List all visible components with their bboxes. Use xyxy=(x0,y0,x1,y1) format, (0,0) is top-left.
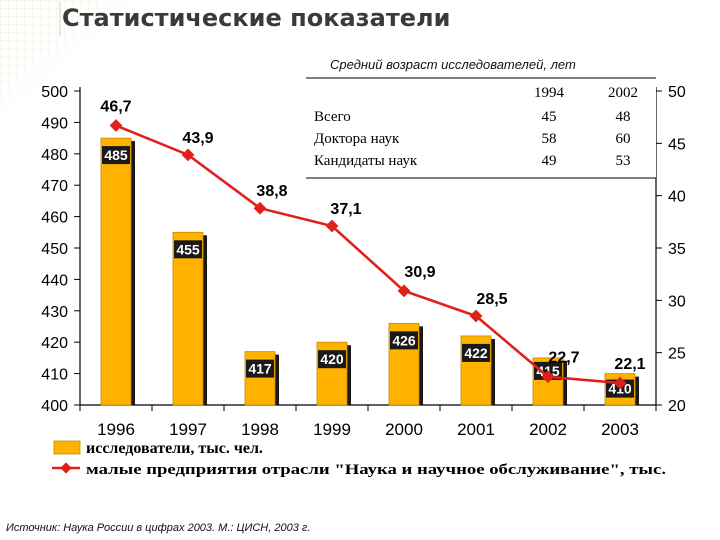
x-tick-label: 1996 xyxy=(97,420,135,439)
line-point xyxy=(397,284,411,298)
x-tick-label: 2002 xyxy=(529,420,567,439)
bar-label-box xyxy=(174,240,202,259)
line-value-label: 46,7 xyxy=(100,99,131,116)
y-left-tick-label: 470 xyxy=(41,178,68,195)
y-left-tick-label: 420 xyxy=(41,335,68,352)
x-tick-label: 2001 xyxy=(457,420,495,439)
legend-line-label: малые предприятия отрасли "Наука и научн… xyxy=(86,462,666,478)
y-left-tick-label: 410 xyxy=(41,367,68,384)
y-right-tick-label: 30 xyxy=(668,293,686,310)
bar-value-label: 485 xyxy=(104,147,128,163)
line-value-label: 37,1 xyxy=(330,201,361,218)
y-left-tick-label: 480 xyxy=(41,147,68,164)
bar-value-label: 422 xyxy=(464,345,488,361)
line-value-label: 30,9 xyxy=(404,264,435,281)
y-left-tick-label: 440 xyxy=(41,272,68,289)
line-point xyxy=(181,148,195,162)
inset-table-cell: Кандидаты наук xyxy=(314,153,418,169)
y-right-tick-label: 35 xyxy=(668,241,686,258)
inset-table-header: 2002 xyxy=(608,85,638,101)
line-point xyxy=(469,309,483,323)
line-value-label: 22,1 xyxy=(614,356,645,373)
line-value-label: 22,7 xyxy=(548,350,579,367)
y-right-tick-label: 45 xyxy=(668,136,686,153)
line-value-label: 38,8 xyxy=(256,183,287,200)
x-tick-label: 1998 xyxy=(241,420,279,439)
line-point xyxy=(325,219,339,233)
bar-label-box xyxy=(390,331,418,350)
inset-table-title: Средний возраст исследователей, лет xyxy=(330,57,576,72)
inset-table-cell: 60 xyxy=(616,131,631,147)
line-series xyxy=(115,124,621,385)
y-left-tick-label: 490 xyxy=(41,115,68,132)
inset-table-cell: 58 xyxy=(542,131,557,147)
y-right-tick-label: 20 xyxy=(668,398,686,415)
legend-line-marker xyxy=(60,462,72,474)
bar xyxy=(172,231,204,406)
line-point xyxy=(109,119,123,132)
bar-label-box xyxy=(246,359,274,378)
legend-bar-swatch xyxy=(53,440,81,455)
y-left-tick-label: 400 xyxy=(41,398,68,415)
page-title: Статистические показатели xyxy=(62,4,451,32)
bar-value-label: 455 xyxy=(176,241,200,257)
inset-table-cell: Доктора наук xyxy=(314,131,400,147)
x-tick-label: 2003 xyxy=(601,420,639,439)
bar xyxy=(100,137,132,406)
y-left-tick-label: 500 xyxy=(41,84,68,101)
y-right-tick-label: 50 xyxy=(668,84,686,101)
inset-table-cell: 53 xyxy=(616,153,631,169)
bar-label-box xyxy=(102,146,130,165)
line-value-label: 43,9 xyxy=(182,130,213,147)
bar-label-box xyxy=(462,343,490,362)
inset-table-bg xyxy=(306,78,656,178)
inset-table-header: 1994 xyxy=(534,85,565,101)
legend-bar-label: исследователи, тыс. чел. xyxy=(86,440,263,457)
y-right-tick-label: 25 xyxy=(668,346,686,363)
bar-label-box xyxy=(318,350,346,369)
inset-table-cell: 48 xyxy=(616,109,631,125)
x-tick-label: 1999 xyxy=(313,420,351,439)
inset-table-cell: Всего xyxy=(314,109,351,125)
y-left-tick-label: 460 xyxy=(41,210,68,227)
y-right-tick-label: 40 xyxy=(668,189,686,206)
y-left-tick-label: 450 xyxy=(41,241,68,258)
bar-value-label: 426 xyxy=(392,332,416,348)
inset-table-cell: 49 xyxy=(542,153,557,169)
bar-value-label: 420 xyxy=(320,351,344,367)
y-left-tick-label: 430 xyxy=(41,304,68,321)
x-tick-label: 2000 xyxy=(385,420,423,439)
x-tick-label: 1997 xyxy=(169,420,207,439)
line-point xyxy=(253,201,267,215)
line-value-label: 28,5 xyxy=(476,291,507,308)
bar-value-label: 417 xyxy=(248,361,272,377)
inset-table-cell: 45 xyxy=(542,109,557,125)
source-note: Источник: Наука России в цифрах 2003. М.… xyxy=(6,522,311,534)
